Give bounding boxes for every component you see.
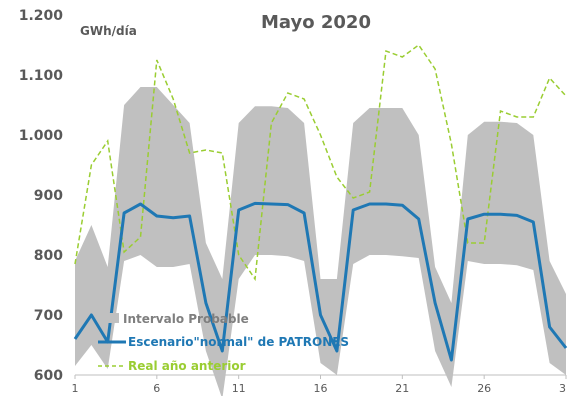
- chart-title: Mayo 2020: [261, 12, 371, 33]
- x-tick-label: 21: [395, 382, 409, 395]
- y-tick-label: 800: [34, 248, 63, 264]
- y-tick-label: 600: [34, 368, 63, 384]
- y-tick-label: 900: [34, 188, 63, 204]
- y-tick-label: 700: [34, 308, 63, 324]
- x-tick-label: 3: [559, 382, 566, 395]
- y-tick-label: 1.100: [19, 68, 64, 84]
- line-layer: [73, 43, 568, 362]
- band-layer: [75, 87, 566, 399]
- y-unit-label: GWh/día: [80, 24, 137, 38]
- x-tick-label: 11: [232, 382, 246, 395]
- x-tick-labels: 1 6 11 16 21 26 3: [72, 375, 567, 395]
- y-tick-labels: 600 700 800 900 1.000 1.100 1.200: [19, 8, 64, 384]
- x-tick-label: 1: [72, 382, 79, 395]
- legend-label-band: Intervalo Probable: [123, 312, 249, 326]
- legend: Intervalo Probable Escenario"normal" de …: [98, 312, 349, 373]
- series-line-escenario-normal: [73, 201, 568, 362]
- legend-label-previous: Real año anterior: [128, 359, 246, 373]
- x-tick-label: 16: [314, 382, 328, 395]
- series-line-real-anio-anterior: [74, 43, 567, 282]
- series-band-intervalo-probable: [75, 87, 566, 399]
- x-tick-label: 26: [477, 382, 491, 395]
- x-tick-label: 6: [153, 382, 160, 395]
- y-tick-label: 1.200: [19, 8, 64, 24]
- legend-label-normal: Escenario"normal" de PATRONES: [128, 335, 349, 349]
- y-tick-label: 1.000: [19, 128, 64, 144]
- legend-swatch-band: [106, 313, 119, 323]
